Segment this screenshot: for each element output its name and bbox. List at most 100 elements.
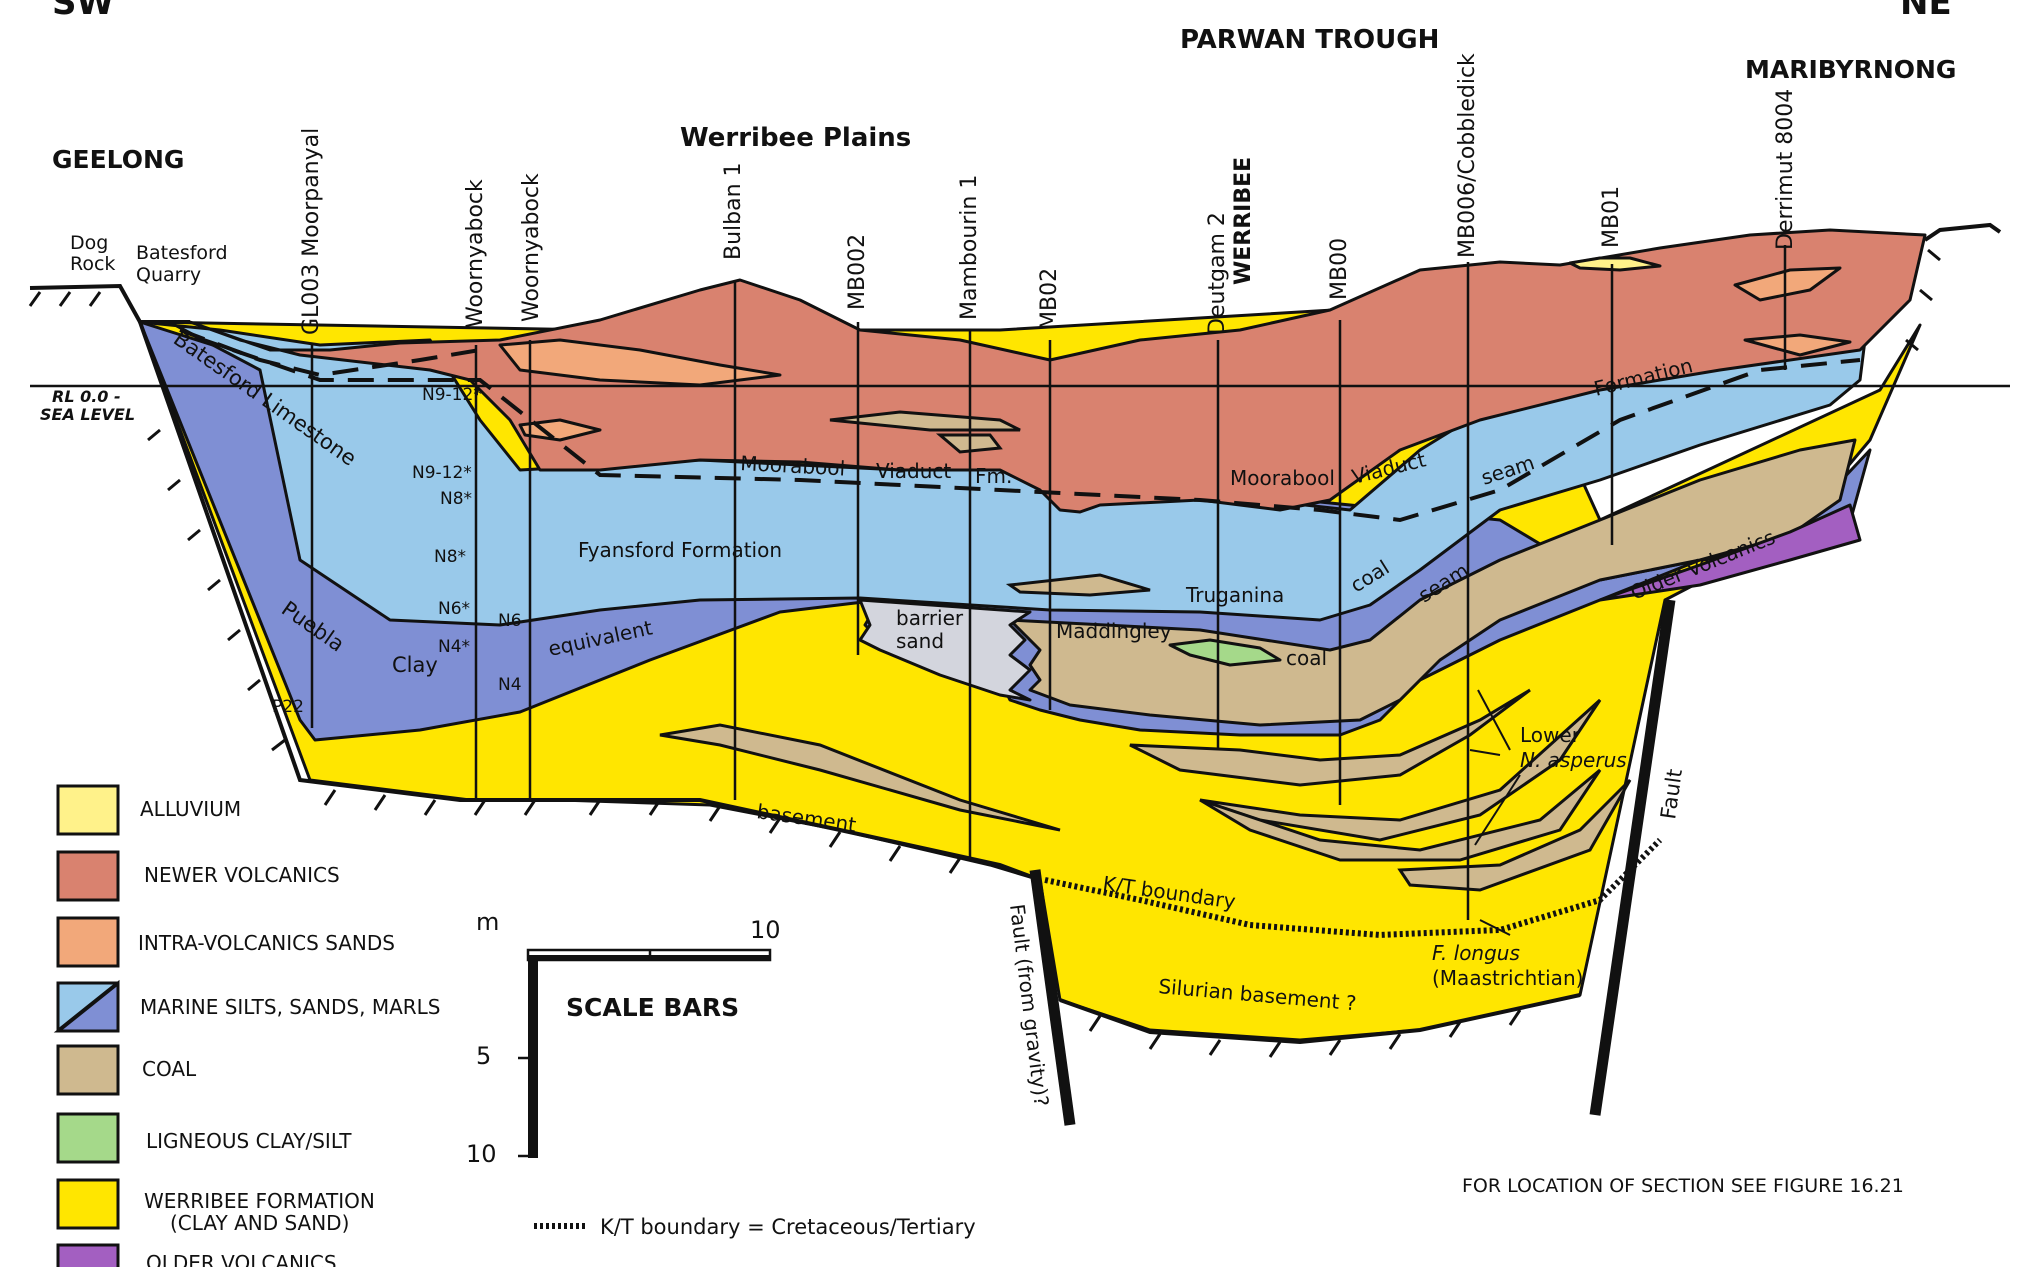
intra-volcanics-lens — [1743, 333, 1852, 357]
unit-label-maastrichtian: (Maastrichtian) — [1432, 966, 1583, 990]
zone-marker: N4 — [498, 675, 522, 695]
arrow-line — [1479, 919, 1511, 936]
unit-label-viaduct: Viaduct — [876, 459, 951, 483]
coal-seam — [829, 410, 1021, 432]
coal-seam — [1397, 778, 1632, 892]
unit-label-maddingley: Maddingley — [1056, 619, 1172, 643]
hatch-tick — [88, 291, 102, 307]
zone-marker: N8* — [440, 489, 472, 509]
well-name: MB006/Cobbledick — [1455, 53, 1480, 258]
hatch-tick — [167, 478, 181, 492]
legend-label-sub: (CLAY AND SAND) — [170, 1211, 349, 1235]
hatch-tick — [1268, 1041, 1282, 1058]
sea-level-label-2: SEA LEVEL — [40, 405, 135, 424]
hatch-tick — [588, 799, 602, 816]
ground-surface-right — [1923, 222, 2002, 242]
arrow-line — [1477, 689, 1511, 751]
hatch-tick — [271, 738, 286, 752]
hatch-tick — [473, 799, 487, 816]
hatch-tick — [187, 528, 201, 542]
hatch-tick — [1508, 1009, 1522, 1026]
hatch-tick — [247, 678, 261, 692]
scale-mid-value: 5 — [476, 1042, 491, 1070]
hatch-tick — [373, 794, 387, 811]
well-name: Bulban 1 — [721, 162, 746, 260]
hatch-tick — [1088, 1015, 1102, 1032]
basement-hatch — [28, 248, 1941, 1058]
intra-volcanics-lens — [498, 338, 782, 387]
well-lines — [310, 245, 1787, 920]
formation-boundary-dashed-2 — [179, 328, 481, 378]
unit-label-sand: sand — [896, 629, 944, 653]
hatch-tick — [207, 578, 221, 592]
hatch-tick — [1148, 1033, 1162, 1050]
legend-label: ALLUVIUM — [140, 797, 241, 821]
unit-label-n-asperus: N. asperus — [1520, 748, 1627, 772]
fault-line-right — [1589, 599, 1676, 1116]
coal-seam — [659, 723, 1061, 832]
unit-label-barrier: barrier — [896, 606, 964, 630]
ligneous-clay-lens — [1168, 638, 1282, 667]
place-geelong: GEELONG — [52, 145, 184, 174]
legend-label: COAL — [142, 1057, 197, 1081]
arrow-line — [1474, 774, 1521, 846]
hatch-tick — [1388, 1033, 1402, 1050]
alluvium-lens — [1568, 256, 1662, 272]
hatch-tick — [1208, 1039, 1222, 1056]
older-volcanics-unit — [1598, 503, 1862, 602]
hatch-tick — [227, 628, 241, 642]
arrow-line — [1469, 749, 1501, 756]
hatch-tick — [1448, 1021, 1462, 1038]
hatch-tick — [888, 845, 902, 862]
well-name: GL003 Moorpanyal — [299, 128, 324, 335]
hatch-tick — [1919, 288, 1933, 302]
hatch-tick — [1905, 338, 1919, 352]
sea-level-label-1: RL 0.0 - — [52, 387, 121, 406]
well-name: Woornyabock — [463, 179, 488, 328]
zone-marker: N6* — [438, 599, 470, 619]
legend-label: LIGNEOUS CLAY/SILT — [146, 1129, 352, 1153]
hatch-tick — [423, 799, 437, 816]
kt-boundary-line — [1044, 837, 1663, 939]
fault-line-left — [1029, 869, 1076, 1126]
hatch-tick — [1927, 248, 1941, 262]
unit-label-fault: Fault — [1656, 767, 1687, 820]
place-dog-rock-1: Dog — [70, 232, 108, 254]
unit-label-clay: Clay — [392, 653, 438, 677]
corner-ne: NE — [1900, 0, 1952, 23]
basin-base — [138, 321, 1041, 882]
hatch-tick — [948, 857, 962, 874]
legend-label: INTRA-VOLCANICS SANDS — [138, 931, 395, 955]
coal-seam — [1005, 573, 1151, 597]
formation-boundary-dashed — [194, 335, 1861, 523]
legend-swatch-ligneous — [56, 1112, 120, 1164]
hatch-tick — [28, 291, 42, 307]
scale-unit: m — [476, 908, 499, 936]
hatch-tick — [323, 789, 337, 806]
newer-volcanics-unit — [188, 228, 1927, 514]
scale-title: SCALE BARS — [566, 993, 739, 1022]
well-name: Mambourin 1 — [957, 175, 982, 320]
barrier-sand-unit — [858, 598, 1032, 702]
hatch-tick — [1328, 1039, 1342, 1056]
zone-marker: N9-12* — [412, 463, 472, 483]
scale-bars: m 10 5 10 SCALE BARS — [466, 908, 781, 1168]
legend-swatch-intra-volcanics — [56, 916, 120, 968]
scale-vertical-bar — [528, 955, 538, 1158]
legend: ALLUVIUM NEWER VOLCANICS INTRA-VOLCANICS… — [53, 784, 441, 1271]
legend-label: OLDER VOLCANICS — [146, 1251, 337, 1267]
well-name: WERRIBEE — [1231, 157, 1256, 285]
legend-swatch-older-volcanics — [56, 1243, 120, 1271]
legend-label: MARINE SILTS, SANDS, MARLS — [140, 995, 441, 1019]
well-name: Deutgam 2 — [1205, 212, 1230, 335]
hatch-tick — [147, 428, 161, 442]
location-note: FOR LOCATION OF SECTION SEE FIGURE 16.21 — [1462, 1175, 1904, 1197]
legend-swatch-alluvium — [56, 784, 120, 836]
place-maribyrnong: MARIBYRNONG — [1745, 55, 1956, 84]
unit-label-moorabool-2: Moorabool — [1230, 466, 1335, 490]
kt-note: K/T boundary = Cretaceous/Tertiary — [600, 1215, 976, 1239]
ground-surface-left — [29, 283, 190, 324]
zone-marker: N8* — [434, 547, 466, 567]
well-name: MB002 — [845, 234, 870, 310]
